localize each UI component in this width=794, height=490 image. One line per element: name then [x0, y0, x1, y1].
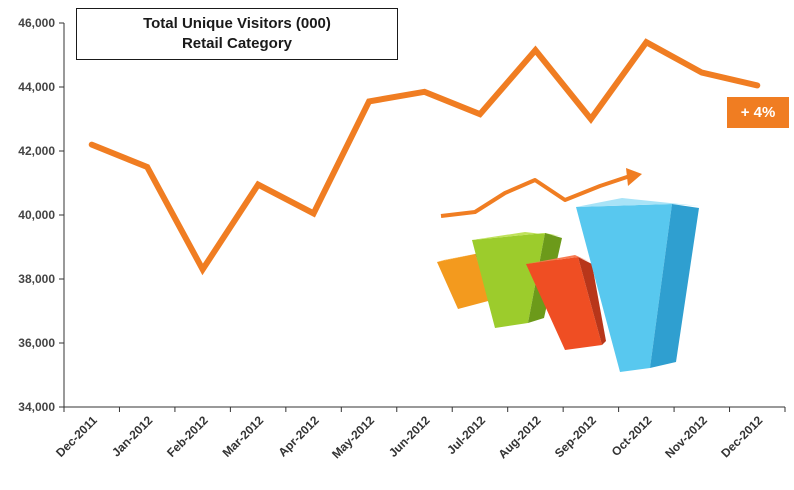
- data-point: [202, 268, 204, 270]
- y-axis-ticks: 34,000 36,000 38,000 40,000 42,000 44,000 46,0…: [18, 16, 64, 414]
- y-tick-label: 34,000: [18, 400, 55, 414]
- data-point: [701, 72, 703, 74]
- y-tick-label: 42,000: [18, 144, 55, 158]
- data-point: [590, 118, 592, 120]
- y-tick-label: 40,000: [18, 208, 55, 222]
- x-tick-label: Dec-2011: [53, 413, 100, 460]
- data-point: [313, 212, 315, 214]
- x-tick-label: Jun-2012: [386, 413, 433, 460]
- x-tick-label: Jul-2012: [444, 413, 488, 457]
- chart-title-box: Total Unique Visitors (000) Retail Categ…: [76, 8, 398, 60]
- growth-badge: + 4%: [727, 97, 789, 128]
- y-tick-label: 46,000: [18, 16, 55, 30]
- x-tick-label: Apr-2012: [275, 413, 321, 459]
- y-tick-label: 38,000: [18, 272, 55, 286]
- y-tick-label: 44,000: [18, 80, 55, 94]
- data-point: [368, 100, 370, 102]
- data-point: [146, 166, 148, 168]
- chart-title: Total Unique Visitors (000): [143, 15, 331, 32]
- x-tick-label: Aug-2012: [495, 413, 543, 461]
- x-tick-label: Mar-2012: [220, 413, 267, 460]
- series-layer: [88, 38, 761, 276]
- y-tick-label: 36,000: [18, 336, 55, 350]
- decorative-3d-bars-illustration: [437, 168, 699, 372]
- data-point: [424, 91, 425, 93]
- data-point: [479, 113, 481, 115]
- data-point: [756, 84, 758, 86]
- x-tick-label: Jan-2012: [109, 413, 155, 459]
- x-tick-label: Dec-2012: [718, 413, 765, 460]
- data-point: [534, 49, 536, 51]
- data-point: [91, 144, 93, 146]
- chart-subtitle: Retail Category: [181, 35, 293, 52]
- data-point: [257, 184, 259, 186]
- data-point: [645, 41, 647, 43]
- x-tick-label: Sep-2012: [552, 413, 599, 460]
- x-tick-label: Nov-2012: [662, 413, 710, 461]
- x-tick-label: Oct-2012: [609, 413, 655, 459]
- x-axis-ticks: Dec-2011 Jan-2012 Feb-2012 Mar-2012 Apr-2012…: [53, 407, 786, 461]
- x-tick-label: May-2012: [329, 413, 377, 461]
- x-tick-label: Feb-2012: [164, 413, 211, 460]
